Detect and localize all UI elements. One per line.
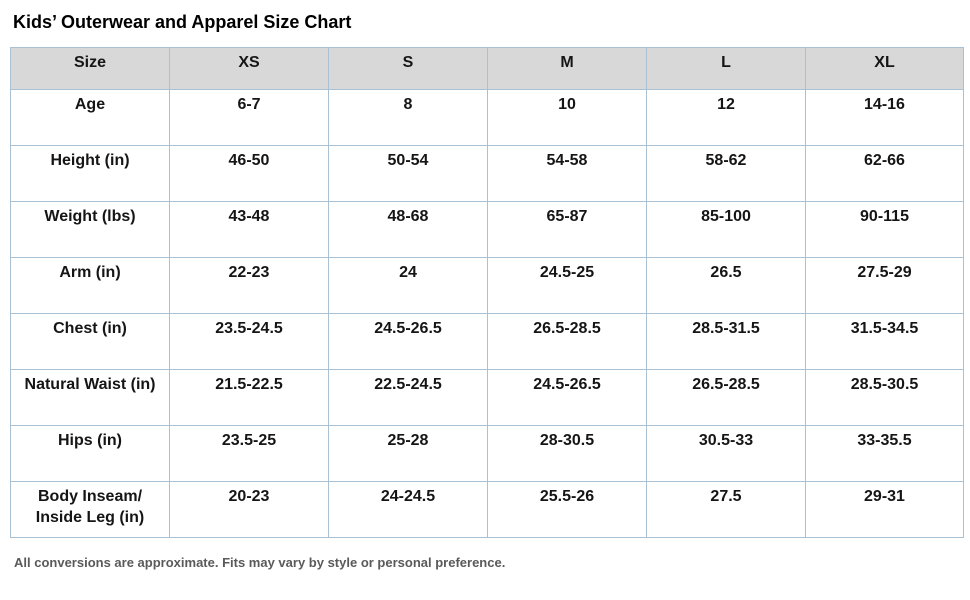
row-label: Chest (in) xyxy=(10,313,170,370)
table-cell: 14-16 xyxy=(805,89,964,146)
table-row: Body Inseam/ Inside Leg (in) 20-23 24-24… xyxy=(10,481,964,538)
table-cell: 10 xyxy=(487,89,647,146)
table-cell: 27.5-29 xyxy=(805,257,964,314)
row-label: Age xyxy=(10,89,170,146)
row-label: Arm (in) xyxy=(10,257,170,314)
table-cell: 54-58 xyxy=(487,145,647,202)
table-header-row: Size XS S M L XL xyxy=(10,47,964,90)
row-label: Hips (in) xyxy=(10,425,170,482)
table-cell: 26.5-28.5 xyxy=(646,369,806,426)
table-cell: 27.5 xyxy=(646,481,806,538)
table-cell: 62-66 xyxy=(805,145,964,202)
table-cell: 24.5-26.5 xyxy=(328,313,488,370)
table-cell: 26.5 xyxy=(646,257,806,314)
table-cell: 43-48 xyxy=(169,201,329,258)
table-cell: 28-30.5 xyxy=(487,425,647,482)
table-row: Age 6-7 8 10 12 14-16 xyxy=(10,89,964,146)
table-cell: 90-115 xyxy=(805,201,964,258)
table-cell: 24 xyxy=(328,257,488,314)
table-cell: 26.5-28.5 xyxy=(487,313,647,370)
table-row: Hips (in) 23.5-25 25-28 28-30.5 30.5-33 … xyxy=(10,425,964,482)
size-chart-table: Size XS S M L XL Age 6-7 8 10 12 14-16 H… xyxy=(10,47,964,538)
row-label: Body Inseam/ Inside Leg (in) xyxy=(10,481,170,538)
header-cell-xs: XS xyxy=(169,47,329,90)
table-cell: 24-24.5 xyxy=(328,481,488,538)
row-label: Height (in) xyxy=(10,145,170,202)
table-cell: 65-87 xyxy=(487,201,647,258)
table-cell: 31.5-34.5 xyxy=(805,313,964,370)
footnote: All conversions are approximate. Fits ma… xyxy=(14,555,506,570)
table-cell: 12 xyxy=(646,89,806,146)
table-row: Natural Waist (in) 21.5-22.5 22.5-24.5 2… xyxy=(10,369,964,426)
header-cell-l: L xyxy=(646,47,806,90)
table-cell: 33-35.5 xyxy=(805,425,964,482)
header-cell-s: S xyxy=(328,47,488,90)
table-cell: 22.5-24.5 xyxy=(328,369,488,426)
header-cell-m: M xyxy=(487,47,647,90)
table-cell: 24.5-26.5 xyxy=(487,369,647,426)
header-cell-size: Size xyxy=(10,47,170,90)
table-cell: 48-68 xyxy=(328,201,488,258)
table-cell: 28.5-31.5 xyxy=(646,313,806,370)
table-cell: 20-23 xyxy=(169,481,329,538)
table-row: Arm (in) 22-23 24 24.5-25 26.5 27.5-29 xyxy=(10,257,964,314)
table-cell: 46-50 xyxy=(169,145,329,202)
table-cell: 24.5-25 xyxy=(487,257,647,314)
table-cell: 85-100 xyxy=(646,201,806,258)
table-cell: 29-31 xyxy=(805,481,964,538)
row-label: Natural Waist (in) xyxy=(10,369,170,426)
table-cell: 28.5-30.5 xyxy=(805,369,964,426)
table-cell: 25.5-26 xyxy=(487,481,647,538)
table-cell: 6-7 xyxy=(169,89,329,146)
page-title: Kids’ Outerwear and Apparel Size Chart xyxy=(13,12,352,32)
table-cell: 22-23 xyxy=(169,257,329,314)
table-cell: 23.5-25 xyxy=(169,425,329,482)
table-cell: 30.5-33 xyxy=(646,425,806,482)
header-cell-xl: XL xyxy=(805,47,964,90)
row-label: Weight (lbs) xyxy=(10,201,170,258)
table-cell: 50-54 xyxy=(328,145,488,202)
table-cell: 8 xyxy=(328,89,488,146)
table-row: Height (in) 46-50 50-54 54-58 58-62 62-6… xyxy=(10,145,964,202)
table-cell: 21.5-22.5 xyxy=(169,369,329,426)
table-cell: 23.5-24.5 xyxy=(169,313,329,370)
table-cell: 58-62 xyxy=(646,145,806,202)
table-row: Chest (in) 23.5-24.5 24.5-26.5 26.5-28.5… xyxy=(10,313,964,370)
table-cell: 25-28 xyxy=(328,425,488,482)
table-row: Weight (lbs) 43-48 48-68 65-87 85-100 90… xyxy=(10,201,964,258)
